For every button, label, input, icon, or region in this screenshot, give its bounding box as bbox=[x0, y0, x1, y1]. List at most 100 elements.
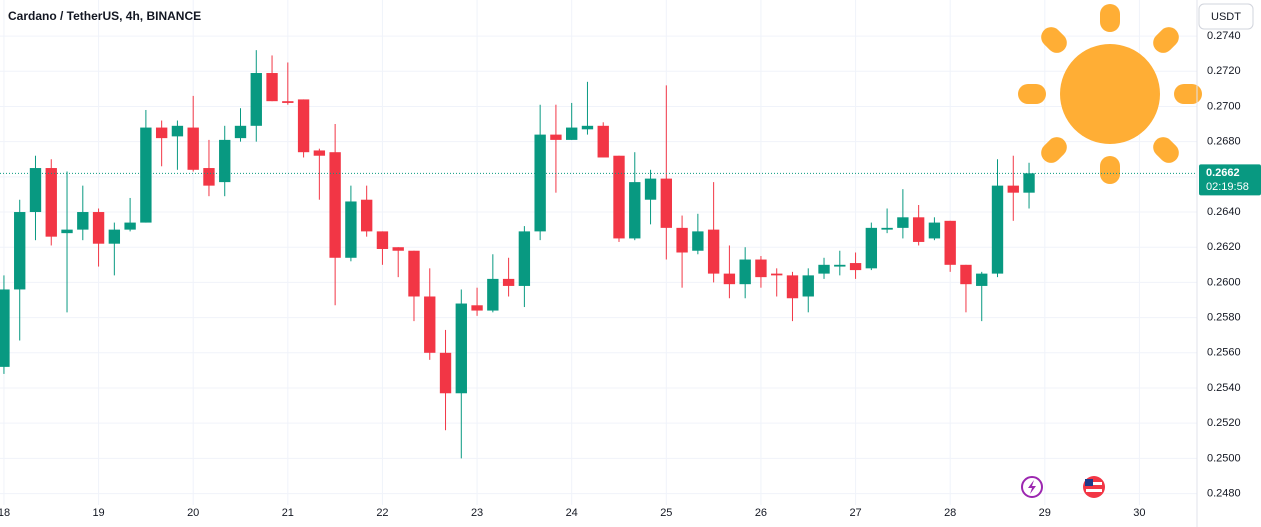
candle-body bbox=[944, 220, 956, 265]
candle-body bbox=[140, 127, 152, 223]
y-tick-label: 0.2580 bbox=[1207, 312, 1241, 324]
candle-body bbox=[802, 275, 814, 297]
y-tick-label: 0.2620 bbox=[1207, 241, 1241, 253]
candle-body bbox=[455, 303, 467, 394]
last-price-label: 0.2662 bbox=[1206, 167, 1240, 179]
candle-body bbox=[92, 212, 105, 244]
flag-icon[interactable] bbox=[1083, 476, 1105, 498]
x-tick-label: 24 bbox=[566, 507, 578, 519]
candle-body bbox=[881, 227, 893, 230]
candle-body bbox=[502, 278, 515, 286]
candle-body bbox=[77, 212, 89, 230]
x-tick-label: 19 bbox=[92, 507, 104, 519]
last-price-box bbox=[1199, 164, 1261, 196]
y-tick-label: 0.2740 bbox=[1207, 30, 1241, 42]
candle-body bbox=[376, 231, 389, 249]
candle-body bbox=[786, 275, 799, 299]
candle-body bbox=[676, 227, 688, 253]
x-tick-label: 29 bbox=[1039, 507, 1051, 519]
candle-body bbox=[439, 352, 452, 394]
candle-body bbox=[1007, 185, 1019, 193]
currency[interactable]: USDT bbox=[1211, 11, 1241, 23]
candle-body bbox=[108, 229, 121, 244]
y-tick-label: 0.2560 bbox=[1207, 347, 1241, 359]
candle-body bbox=[234, 125, 247, 139]
candle-body bbox=[250, 73, 262, 126]
y-tick-label: 0.2700 bbox=[1207, 100, 1241, 112]
x-tick-label: 23 bbox=[471, 507, 483, 519]
candle-body bbox=[566, 127, 578, 140]
candle-body bbox=[928, 222, 941, 239]
candle-body bbox=[297, 99, 310, 153]
y-tick-label: 0.2540 bbox=[1207, 382, 1241, 394]
candle-body bbox=[266, 73, 278, 102]
candle-body bbox=[424, 296, 436, 353]
candle-body bbox=[644, 178, 657, 200]
y-tick-label: 0.2480 bbox=[1207, 487, 1241, 499]
candle-body bbox=[739, 259, 751, 285]
x-tick-label: 25 bbox=[660, 507, 672, 519]
event-icon[interactable] bbox=[1021, 476, 1043, 498]
candle-body bbox=[755, 259, 767, 278]
candle-body bbox=[534, 134, 546, 232]
x-tick-label: 18 bbox=[0, 507, 10, 519]
candle-body bbox=[329, 152, 341, 258]
candle-body bbox=[171, 125, 184, 137]
candle-body bbox=[408, 250, 420, 297]
candle-body bbox=[849, 263, 862, 271]
candle-body bbox=[834, 264, 846, 267]
candle-body bbox=[597, 125, 609, 158]
candle-body bbox=[865, 227, 878, 269]
candle-body bbox=[487, 278, 499, 311]
candle-body bbox=[723, 273, 736, 285]
y-tick-label: 0.2640 bbox=[1207, 206, 1241, 218]
y-tick-label: 0.2600 bbox=[1207, 276, 1241, 288]
candle-body bbox=[282, 101, 294, 103]
candle-body bbox=[29, 168, 42, 213]
candle-body bbox=[187, 127, 199, 170]
candle-body bbox=[14, 212, 26, 290]
candle-body bbox=[660, 178, 672, 228]
y-tick-label: 0.2720 bbox=[1207, 65, 1241, 77]
candle-body bbox=[471, 305, 483, 311]
candle-body bbox=[0, 289, 10, 367]
candle-body bbox=[707, 229, 720, 274]
candle-body bbox=[692, 231, 704, 251]
candle-body bbox=[976, 273, 988, 286]
candle-body bbox=[960, 264, 972, 285]
currency-box[interactable] bbox=[1198, 3, 1254, 30]
chart-title: Cardano / TetherUS, 4h, BINANCE bbox=[8, 9, 201, 23]
candle-body bbox=[313, 150, 326, 156]
x-tick-label: 27 bbox=[849, 507, 861, 519]
candle-body bbox=[155, 127, 168, 139]
candle-body bbox=[203, 168, 215, 186]
x-tick-label: 28 bbox=[944, 507, 956, 519]
y-tick-label: 0.2680 bbox=[1207, 136, 1241, 148]
candle-body bbox=[360, 199, 373, 232]
candle-body bbox=[629, 182, 641, 239]
countdown: 02:19:58 bbox=[1206, 181, 1249, 193]
candle-body bbox=[912, 217, 925, 242]
candle-body bbox=[124, 222, 136, 230]
candle-body bbox=[550, 134, 562, 140]
x-tick-label: 22 bbox=[376, 507, 388, 519]
candle-body bbox=[518, 231, 531, 286]
candle-body bbox=[392, 247, 404, 251]
candle-body bbox=[771, 273, 783, 276]
candle-body bbox=[581, 125, 594, 130]
x-tick-label: 20 bbox=[187, 507, 199, 519]
candle-body bbox=[818, 264, 830, 274]
candles bbox=[0, 50, 1035, 459]
candle-body bbox=[345, 201, 357, 258]
candle-body bbox=[61, 229, 73, 234]
x-tick-label: 26 bbox=[755, 507, 767, 519]
candle-body bbox=[613, 155, 625, 239]
x-tick-label: 30 bbox=[1133, 507, 1145, 519]
candle-body bbox=[1023, 173, 1035, 193]
candle-body bbox=[45, 168, 57, 237]
x-tick-label: 21 bbox=[282, 507, 294, 519]
candle-body bbox=[991, 185, 1004, 274]
sun-icon bbox=[1018, 4, 1202, 184]
